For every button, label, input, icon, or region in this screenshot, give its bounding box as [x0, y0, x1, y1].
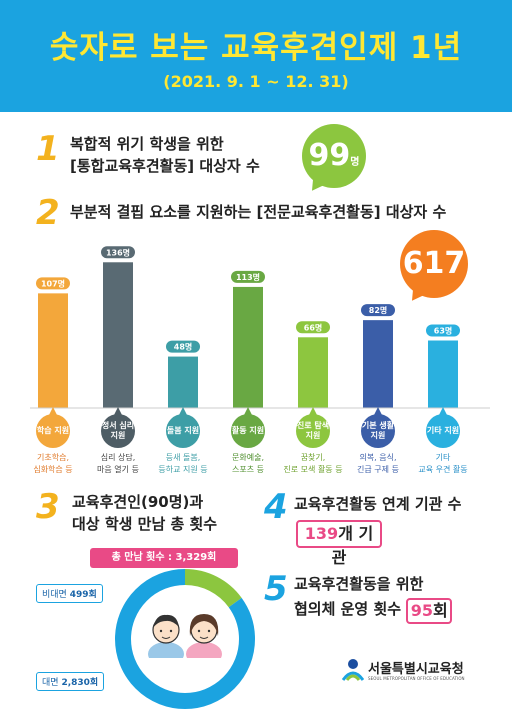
remote-value: 499회 — [69, 590, 97, 600]
section1-unit: 명 — [350, 157, 360, 168]
inperson-name: 대면 — [42, 678, 59, 688]
category-circle-6: 기본 생활 지원 — [361, 407, 395, 448]
section4-number: 4 — [264, 487, 288, 527]
bar-6 — [363, 320, 393, 408]
category-label-3: 돌봄 지원 — [166, 426, 200, 436]
value-pill-6 — [361, 304, 395, 317]
circle-pointer — [49, 407, 57, 415]
section2-title: 부분적 결핍 요소를 지원하는 [전문교육후견활동] 대상자 수 — [70, 203, 447, 221]
category-circle-3: 돌봄 지원 — [166, 407, 200, 448]
circle-pointer — [114, 407, 122, 415]
section2-total-unit: 명 — [429, 305, 439, 316]
org-name: 서울특별시교육청 — [368, 662, 464, 677]
value-pill-7 — [426, 324, 460, 337]
category-label-2: 정서 심리 지원 — [101, 421, 135, 440]
category-description-6: 의복, 음식, 긴급 구제 등 — [357, 453, 399, 474]
category-label-6: 기본 생활 지원 — [361, 421, 395, 440]
section1-number: 1 — [36, 129, 60, 169]
people-illustration — [148, 614, 222, 658]
section3-number: 3 — [36, 487, 60, 527]
bar-3 — [168, 356, 198, 408]
category-description-4: 문화예술, 스포츠 등 — [232, 453, 264, 474]
value-pill-4 — [231, 270, 265, 283]
value-label-2: 136명 — [106, 247, 130, 257]
section5-value-box: 95회 — [406, 597, 453, 624]
section3-title: 교육후견인(90명)과 대상 학생 만남 총 횟수 — [72, 492, 217, 536]
remote-meetings-tag: 비대면 499회 — [36, 584, 103, 603]
section3-line1: 교육후견인(90명)과 — [72, 493, 204, 511]
section1-line2: [통합교육후견활동] 대상자 수 — [70, 156, 260, 175]
value-label-1: 107명 — [41, 278, 65, 288]
section5-line1: 교육후견활동을 위한 — [294, 575, 424, 593]
total-meetings-label: 총 만남 횟수 : 3,329회 — [90, 548, 238, 568]
category-circle-7: 기타 지원 — [426, 407, 460, 448]
category-description-1: 기초학습, 심화학습 등 — [33, 453, 73, 474]
donut-chart — [115, 569, 255, 709]
section1-value: 99 — [308, 138, 351, 173]
section5-unit: 회 — [433, 600, 448, 620]
value-label-4: 113명 — [236, 272, 260, 282]
value-label-5: 66명 — [304, 322, 323, 332]
category-description-7: 기타 교육 우견 활동 — [418, 453, 468, 474]
category-description-5: 꿈찾기, 진로 모색 활동 등 — [283, 453, 343, 474]
section5-line2: 협의체 운영 횟수 95회 — [294, 596, 453, 624]
section3-line2: 대상 학생 만남 총 횟수 — [72, 514, 218, 533]
circle-pointer — [439, 407, 447, 415]
category-description-3: 등새 돌봄, 등하교 지원 등 — [158, 453, 208, 474]
section5-value: 95 — [410, 600, 434, 620]
category-label-4: 활동 지원 — [231, 426, 265, 436]
remote-name: 비대면 — [42, 590, 67, 600]
circle-pointer — [244, 407, 252, 415]
section4-value-box: 139개 기관 — [296, 520, 382, 567]
inperson-meetings-tag: 대면 2,830회 — [36, 672, 105, 691]
circle-pointer — [309, 407, 317, 415]
bar-1 — [38, 293, 68, 408]
section2-number: 2 — [36, 193, 60, 233]
circle-pointer — [374, 407, 382, 415]
category-circle-5: 진로 탐색 지원 — [296, 407, 330, 448]
value-label-7: 63명 — [434, 326, 453, 336]
category-circle-4: 활동 지원 — [231, 407, 265, 448]
inperson-value: 2,830회 — [61, 678, 99, 688]
donut-slice-2 — [115, 569, 255, 709]
section4-value: 139 — [304, 524, 339, 543]
org-name-en: SEOUL METROPOLITAN OFFICE OF EDUCATION — [368, 676, 465, 681]
section5-line2-text: 협의체 운영 횟수 — [294, 599, 402, 618]
bar-2 — [103, 262, 133, 408]
category-label-5: 진로 탐색 지원 — [296, 421, 330, 440]
value-pill-3 — [166, 340, 200, 353]
section4-title: 교육후견활동 연계 기관 수 — [294, 495, 462, 513]
section1-value-bubble: 99명 — [302, 124, 366, 196]
category-label-7: 기타 지원 — [426, 426, 460, 436]
section1-line1: 복합적 위기 학생을 위한 — [70, 135, 224, 153]
section5-title: 교육후견활동을 위한 협의체 운영 횟수 95회 — [294, 574, 453, 624]
section5-number: 5 — [264, 569, 288, 609]
section1-title: 복합적 위기 학생을 위한 [통합교육후견활동] 대상자 수 — [70, 134, 260, 178]
bar-4 — [233, 286, 263, 408]
section2-total-bubble: 617 명 — [400, 230, 468, 316]
period-label: (2021. 9. 1 ~ 12. 31) — [163, 72, 349, 91]
category-circle-1: 학습 지원 — [36, 407, 70, 448]
circle-pointer — [179, 407, 187, 415]
value-pill-1 — [36, 277, 70, 290]
value-pill-5 — [296, 321, 330, 334]
category-label-1: 학습 지원 — [36, 426, 70, 436]
section2-total-value: 617 — [402, 246, 466, 281]
infographic-body: 1 복합적 위기 학생을 위한 [통합교육후견활동] 대상자 수 99명 2 부… — [0, 112, 512, 724]
section4-unit: 개 기관 — [331, 524, 374, 567]
header-banner: 숫자로 보는 교육후견인제 1년 (2021. 9. 1 ~ 12. 31) — [0, 0, 512, 112]
org-logo: 서울특별시교육청 SEOUL METROPOLITAN OFFICE OF ED… — [342, 656, 492, 696]
category-description-2: 심리 상담, 마음 열기 등 — [97, 453, 139, 474]
value-label-3: 48명 — [174, 342, 193, 352]
bar-5 — [298, 337, 328, 408]
page-title: 숫자로 보는 교육후견인제 1년 — [49, 30, 463, 66]
emblem-icon — [342, 659, 364, 681]
bar-7 — [428, 340, 458, 408]
value-label-6: 82명 — [369, 305, 388, 315]
category-circle-2: 정서 심리 지원 — [101, 407, 135, 448]
value-pill-2 — [101, 246, 135, 259]
bar-chart: 107명 136명 48명 113명 66명 82명 63명 — [30, 246, 490, 409]
